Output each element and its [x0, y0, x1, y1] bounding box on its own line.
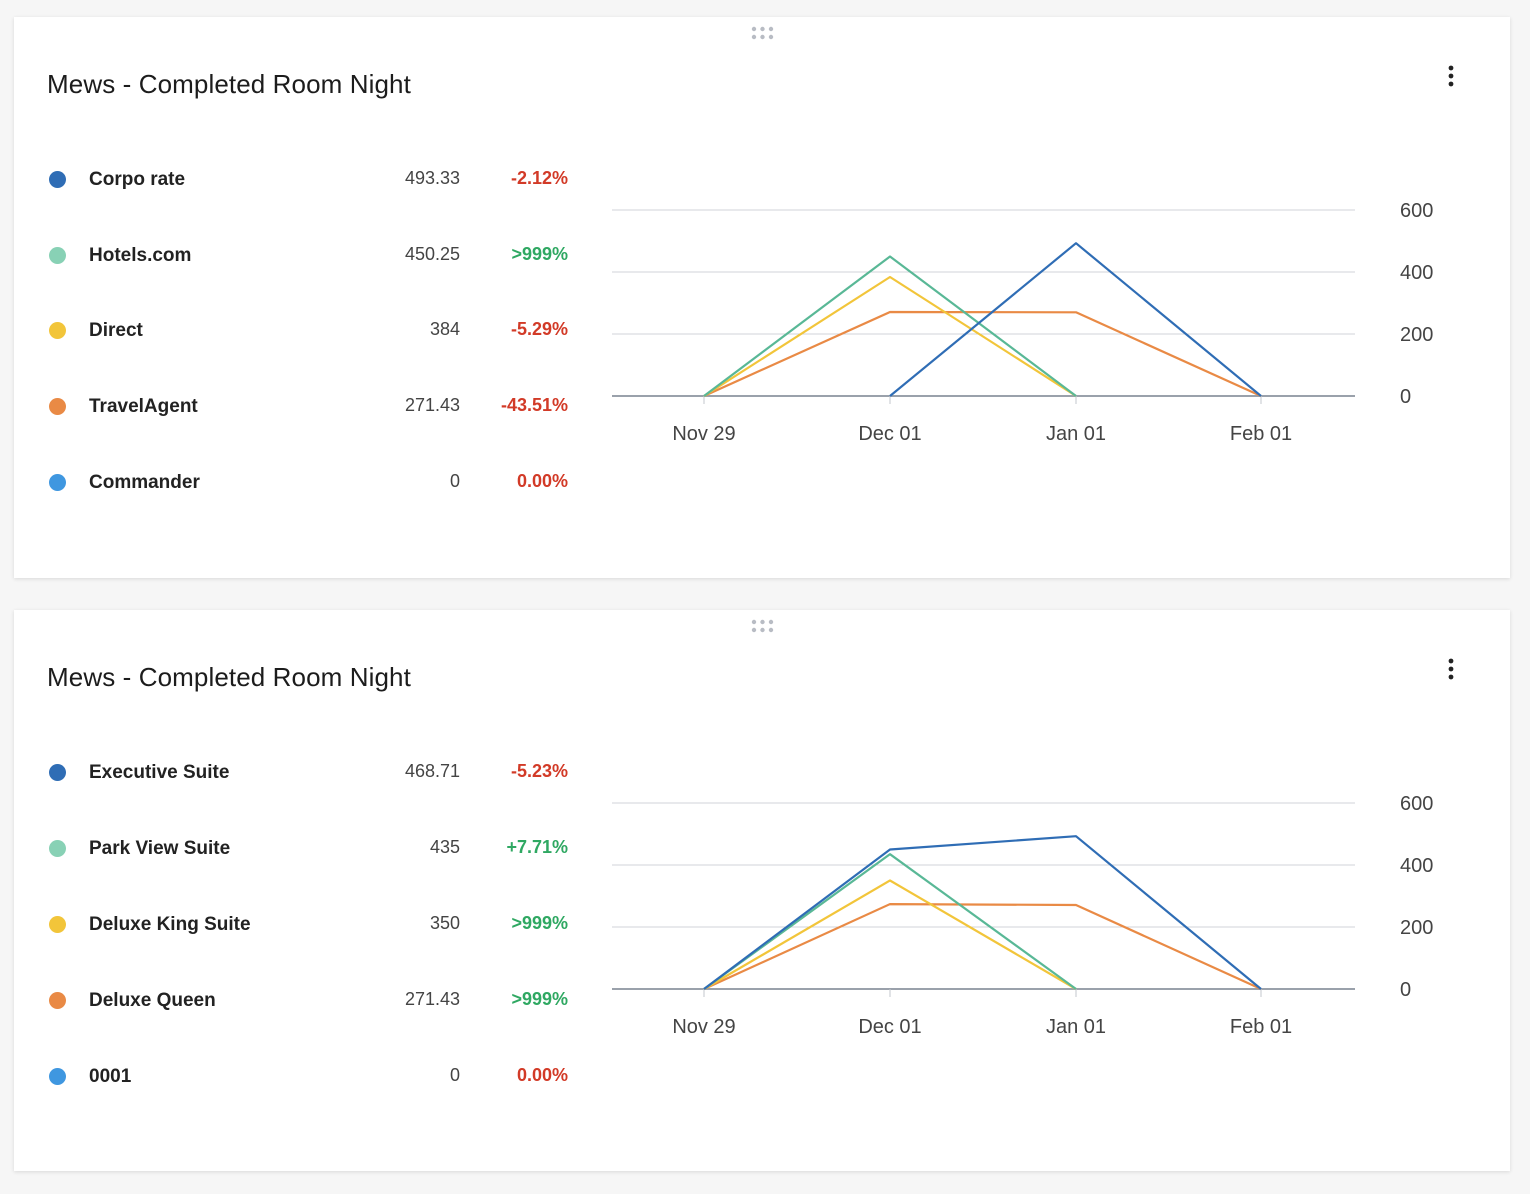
- series-change: -43.51%: [500, 395, 568, 415]
- y-tick-label: 200: [1400, 324, 1433, 346]
- series-line: [703, 310, 1262, 398]
- series-color-dot: [49, 1068, 66, 1085]
- series-name: Corpo rate: [89, 169, 186, 190]
- y-tick-label: 600: [1400, 793, 1433, 815]
- legend-item[interactable]: Deluxe Queen 271.43 >999%: [47, 986, 587, 1016]
- series-line: [703, 835, 1262, 990]
- series-change: -2.12%: [510, 168, 568, 188]
- series-line: [703, 255, 1077, 397]
- legend-item[interactable]: TravelAgent 271.43 -43.51%: [47, 392, 587, 422]
- series-name: Park View Suite: [89, 838, 231, 859]
- more-options-icon[interactable]: [1441, 63, 1461, 91]
- x-tick-label: Jan 01: [1046, 1016, 1106, 1038]
- series-color-dot: [49, 992, 66, 1009]
- y-tick-label: 0: [1400, 386, 1411, 408]
- series-value: 271.43: [404, 989, 460, 1009]
- line-chart: 600 400 200 0 Nov 29 Dec 01 Jan 01 Feb 01: [612, 200, 1433, 445]
- series-value: 271.43: [404, 395, 460, 415]
- series-value: 384: [429, 319, 460, 339]
- drag-handle-icon[interactable]: [750, 618, 776, 634]
- legend-item[interactable]: Park View Suite 435 +7.71%: [47, 834, 587, 864]
- series-name: 0001: [89, 1066, 132, 1087]
- series-change: 0.00%: [516, 1065, 568, 1085]
- series-line: [889, 242, 1262, 397]
- series-line: [703, 903, 1262, 991]
- series-change: -5.23%: [510, 761, 568, 781]
- x-tick-label: Feb 01: [1230, 1016, 1292, 1038]
- series-name: TravelAgent: [89, 396, 198, 417]
- series-name: Direct: [89, 320, 143, 341]
- series-change: 0.00%: [516, 471, 568, 491]
- series-value: 350: [429, 913, 460, 933]
- series-color-dot: [49, 322, 66, 339]
- series-change: >999%: [511, 244, 568, 264]
- legend-item[interactable]: Direct 384 -5.29%: [47, 316, 587, 346]
- legend-item[interactable]: Commander 0 0.00%: [47, 468, 587, 498]
- legend-list: Executive Suite 468.71 -5.23% Park View …: [14, 610, 594, 1171]
- legend-item[interactable]: Hotels.com 450.25 >999%: [47, 241, 587, 271]
- y-tick-label: 600: [1400, 200, 1433, 222]
- series-name: Deluxe Queen: [89, 990, 216, 1011]
- series-value: 450.25: [404, 244, 460, 264]
- series-change: >999%: [511, 913, 568, 933]
- line-chart: 600 400 200 0 Nov 29 Dec 01 Jan 01 Feb 01: [612, 793, 1433, 1038]
- y-tick-label: 200: [1400, 917, 1433, 939]
- series-color-dot: [49, 840, 66, 857]
- series-name: Commander: [89, 472, 200, 493]
- x-tick-label: Feb 01: [1230, 423, 1292, 445]
- series-change: -5.29%: [510, 319, 568, 339]
- series-name: Executive Suite: [89, 762, 230, 783]
- x-tick-label: Dec 01: [858, 1016, 921, 1038]
- series-value: 435: [429, 837, 460, 857]
- x-tick-label: Dec 01: [858, 423, 921, 445]
- widget-title: Mews - Completed Room Night: [47, 69, 411, 99]
- widget-title: Mews - Completed Room Night: [47, 662, 411, 692]
- series-line: [703, 853, 1077, 990]
- drag-handle-icon[interactable]: [750, 25, 776, 41]
- series-color-dot: [49, 764, 66, 781]
- series-color-dot: [49, 171, 66, 188]
- series-change: +7.71%: [506, 837, 568, 857]
- series-color-dot: [49, 916, 66, 933]
- y-tick-label: 0: [1400, 979, 1411, 1001]
- legend-item[interactable]: 0001 0 0.00%: [47, 1062, 587, 1092]
- legend-item[interactable]: Corpo rate 493.33 -2.12%: [47, 165, 587, 195]
- series-color-dot: [49, 247, 66, 264]
- series-color-dot: [49, 398, 66, 415]
- more-options-icon[interactable]: [1441, 656, 1461, 684]
- widget-card-2: Mews - Completed Room Night Executive Su…: [14, 610, 1510, 1171]
- series-line: [703, 275, 1077, 397]
- series-name: Deluxe King Suite: [89, 914, 251, 935]
- series-color-dot: [49, 474, 66, 491]
- series-value: 0: [449, 1065, 460, 1085]
- legend-item[interactable]: Executive Suite 468.71 -5.23%: [47, 758, 587, 788]
- x-tick-label: Nov 29: [672, 423, 735, 445]
- x-tick-label: Jan 01: [1046, 423, 1106, 445]
- y-tick-label: 400: [1400, 262, 1433, 284]
- series-name: Hotels.com: [89, 245, 192, 266]
- series-value: 493.33: [404, 168, 460, 188]
- legend-list: Corpo rate 493.33 -2.12% Hotels.com 450.…: [14, 17, 594, 578]
- series-value: 468.71: [404, 761, 460, 781]
- widget-card-1: Mews - Completed Room Night Corpo rate 4…: [14, 17, 1510, 578]
- legend-item[interactable]: Deluxe King Suite 350 >999%: [47, 910, 587, 940]
- series-change: >999%: [511, 989, 568, 1009]
- y-tick-label: 400: [1400, 855, 1433, 877]
- x-tick-label: Nov 29: [672, 1016, 735, 1038]
- series-line: [703, 879, 1077, 990]
- series-value: 0: [449, 471, 460, 491]
